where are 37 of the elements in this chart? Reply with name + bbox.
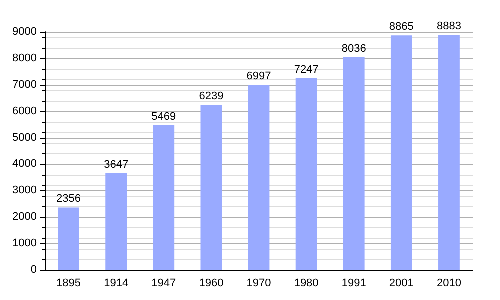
y-tick-label: 4000 (12, 158, 37, 170)
bar (106, 174, 128, 270)
data-label: 7247 (294, 64, 319, 76)
x-tick-label: 1991 (342, 278, 366, 290)
y-tick-label: 0 (30, 264, 37, 276)
x-tick-label: 1960 (199, 278, 224, 290)
x-tick-label: 1947 (152, 278, 176, 290)
x-tick-label: 2010 (436, 278, 462, 290)
bar (296, 78, 318, 270)
y-tick-label: 7000 (12, 78, 37, 91)
y-tick-label: 9000 (12, 26, 37, 38)
x-tick-label: 1970 (246, 278, 272, 290)
x-tick-label: 1980 (294, 278, 319, 290)
x-tick-label: 1895 (56, 278, 82, 290)
data-label: 8865 (389, 21, 414, 34)
bar (200, 105, 222, 270)
data-label: 2356 (56, 193, 82, 206)
data-label: 3647 (104, 159, 129, 172)
y-tick-label: 5000 (12, 132, 37, 144)
data-label: 6997 (246, 70, 272, 82)
bar (153, 125, 175, 270)
data-label: 6239 (199, 90, 224, 103)
data-label: 5469 (152, 110, 176, 123)
bar (248, 84, 270, 270)
bar (58, 208, 80, 270)
y-tick-label: 2000 (12, 211, 37, 224)
bar (343, 57, 365, 270)
y-tick-label: 8000 (12, 52, 37, 64)
y-tick-label: 6000 (12, 105, 37, 118)
data-label: 8883 (436, 20, 462, 33)
data-label: 8036 (342, 42, 366, 55)
y-tick-label: 1000 (12, 238, 37, 250)
bar (390, 36, 412, 270)
x-tick-label: 1914 (104, 278, 129, 290)
x-tick-label: 2001 (389, 278, 414, 290)
y-tick-label: 3000 (12, 184, 37, 197)
bar (438, 35, 460, 270)
